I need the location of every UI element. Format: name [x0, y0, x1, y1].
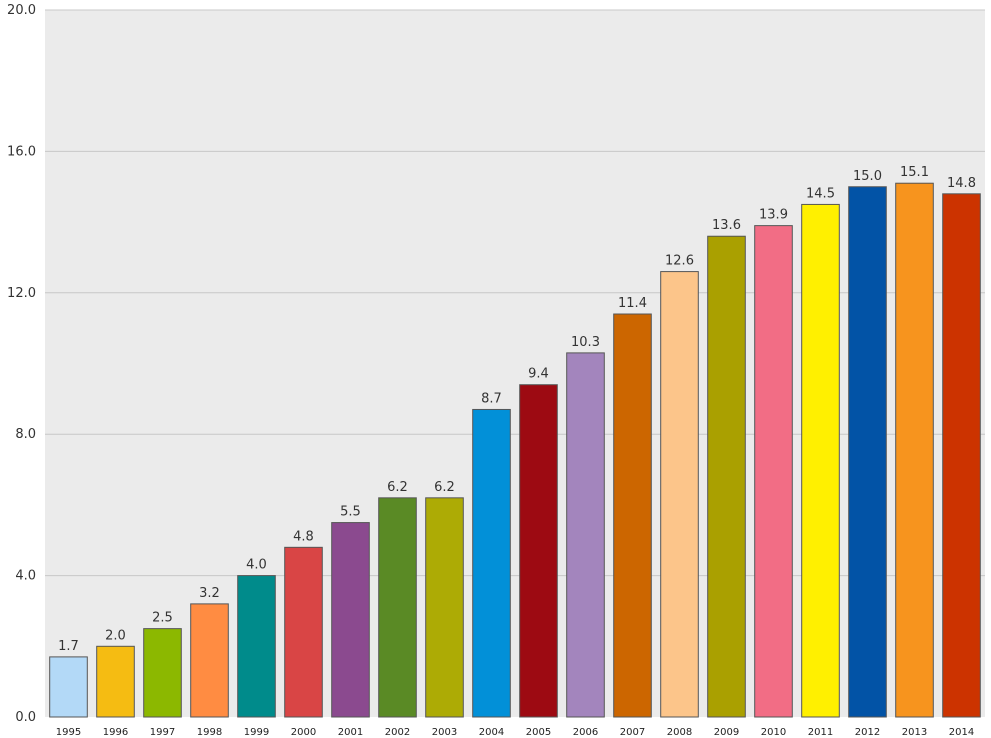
data-label-2003: 6.2 [434, 480, 455, 495]
x-tick-label-2005: 2005 [526, 727, 551, 738]
data-label-2001: 5.5 [340, 505, 361, 520]
x-tick-label-2007: 2007 [620, 727, 645, 738]
bar-2009 [707, 235, 746, 718]
x-tick-label-1995: 1995 [56, 727, 81, 738]
x-tick-label-2002: 2002 [385, 727, 410, 738]
bar-2010 [754, 225, 793, 718]
x-tick-label-1997: 1997 [150, 727, 175, 738]
data-labels: 1.7 2.0 2.5 3.2 4.0 4.8 5.5 6.2 6.2 8.7 9.4 10.3 11.… [58, 165, 976, 654]
x-tick-label-2006: 2006 [573, 727, 598, 738]
y-tick-label: 20.0 [7, 3, 36, 18]
bars [49, 182, 981, 718]
y-axis-ticks: 0.0 4.0 8.0 12.0 16.0 20.0 [7, 3, 36, 725]
y-tick-label: 12.0 [7, 286, 36, 301]
bar-1995 [49, 656, 88, 718]
bar-1998 [190, 603, 229, 718]
data-label-2006: 10.3 [571, 335, 600, 350]
data-label-2010: 13.9 [759, 208, 788, 223]
bar-2012 [848, 186, 887, 718]
bar-2008 [660, 271, 699, 718]
data-label-2007: 11.4 [618, 296, 647, 311]
x-tick-label-2003: 2003 [432, 727, 457, 738]
x-tick-label-1999: 1999 [244, 727, 269, 738]
y-tick-label: 4.0 [15, 569, 36, 584]
bar-2002 [378, 497, 417, 718]
data-label-1999: 4.0 [246, 558, 267, 573]
x-tick-label-2010: 2010 [761, 727, 786, 738]
data-label-2005: 9.4 [528, 367, 549, 382]
data-label-1998: 3.2 [199, 586, 220, 601]
data-label-2011: 14.5 [806, 186, 835, 201]
y-tick-label: 16.0 [7, 144, 36, 159]
y-tick-label: 8.0 [15, 427, 36, 442]
data-label-2002: 6.2 [387, 480, 408, 495]
data-label-1997: 2.5 [152, 611, 173, 626]
x-tick-label-2014: 2014 [949, 727, 974, 738]
bar-2005 [519, 384, 558, 718]
x-tick-label-2008: 2008 [667, 727, 692, 738]
data-label-2008: 12.6 [665, 254, 694, 269]
data-label-2004: 8.7 [481, 391, 502, 406]
bar-2011 [801, 203, 840, 718]
y-tick-label: 0.0 [15, 710, 36, 725]
x-axis-ticks: 1995 1996 1997 1998 1999 2000 2001 2002 2003 2004… [56, 727, 974, 738]
plot-background [45, 10, 985, 717]
data-label-1995: 1.7 [58, 639, 79, 654]
bar-2001 [331, 522, 370, 718]
bar-2013 [895, 182, 934, 718]
x-tick-label-2000: 2000 [291, 727, 316, 738]
data-label-1996: 2.0 [105, 628, 126, 643]
bar-1997 [143, 628, 182, 718]
bar-1999 [237, 575, 276, 718]
data-label-2009: 13.6 [712, 218, 741, 233]
bar-1996 [96, 645, 135, 718]
data-label-2012: 15.0 [853, 169, 882, 184]
bar-2000 [284, 546, 323, 718]
x-tick-label-2004: 2004 [479, 727, 504, 738]
x-tick-label-2012: 2012 [855, 727, 880, 738]
x-tick-label-1996: 1996 [103, 727, 128, 738]
x-tick-label-1998: 1998 [197, 727, 222, 738]
x-tick-label-2009: 2009 [714, 727, 739, 738]
x-tick-label-2001: 2001 [338, 727, 363, 738]
data-label-2000: 4.8 [293, 529, 314, 544]
bar-2014 [942, 193, 981, 718]
bar-2004 [472, 408, 511, 718]
data-label-2014: 14.8 [947, 176, 976, 191]
x-tick-label-2013: 2013 [902, 727, 927, 738]
bar-2007 [613, 313, 652, 718]
x-tick-label-2011: 2011 [808, 727, 833, 738]
data-label-2013: 15.1 [900, 165, 929, 180]
bar-2006 [566, 352, 605, 718]
bar-2003 [425, 497, 464, 718]
